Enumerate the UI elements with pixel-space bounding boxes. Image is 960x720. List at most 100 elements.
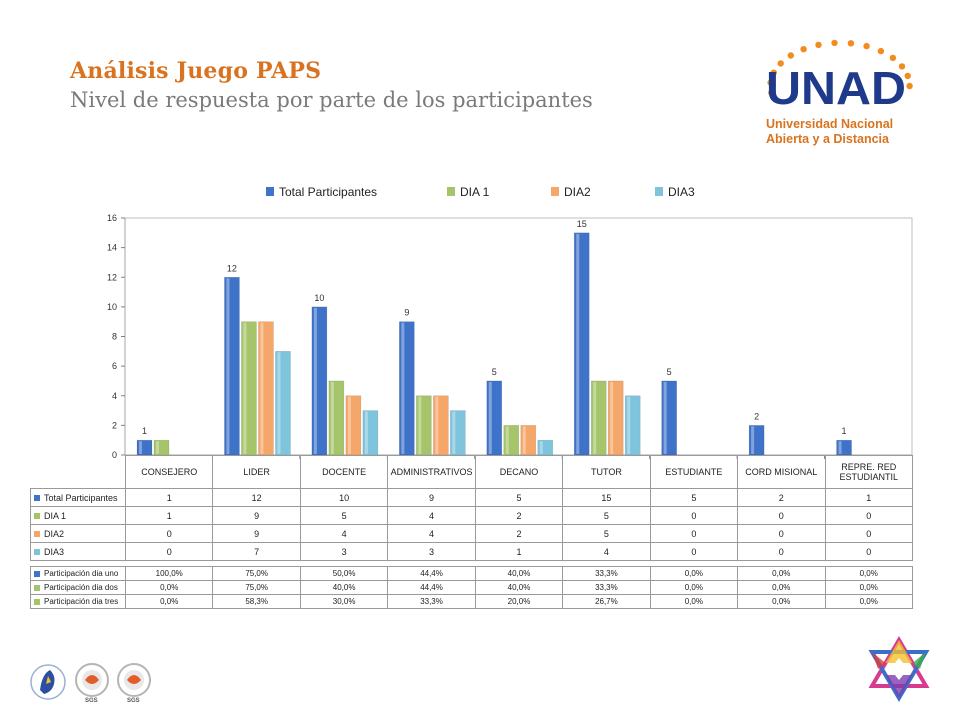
table-cell: 0 [824, 524, 913, 543]
participation-cell: 30,0% [299, 594, 389, 609]
participation-cell: 0,0% [824, 566, 913, 581]
table-cell: 0 [737, 542, 826, 561]
logo-dot [831, 39, 838, 47]
table-cell: 9 [212, 524, 301, 543]
participation-cell: 0,0% [824, 580, 913, 595]
table-cell: 5 [649, 488, 739, 507]
row-key [34, 584, 40, 591]
legend-swatch [655, 187, 663, 196]
data-table: CONSEJERO LIDER DOCENTE ADMINISTRATIVOS DECA… [30, 455, 913, 561]
table-cell: 0 [824, 506, 913, 525]
table-cell: 15 [562, 488, 651, 507]
data-label: 10 [314, 293, 324, 303]
data-label: 9 [404, 308, 409, 318]
table-cell: 7 [212, 542, 301, 561]
bar-highlight [663, 381, 667, 454]
logo-dot [898, 63, 906, 70]
legend-label: DIA3 [668, 185, 695, 199]
participation-cell: 0,0% [124, 594, 214, 609]
participation-cell: 0,0% [737, 566, 826, 581]
y-tick-label: 6 [112, 361, 117, 371]
participation-cell: 20,0% [474, 594, 564, 609]
bar-highlight [260, 322, 264, 454]
table-cell: 1 [124, 488, 214, 507]
category-label: REPRE. RED ESTUDIANTIL [824, 455, 913, 489]
logo-dot [815, 41, 822, 49]
participation-row-label: Participación dia uno [30, 566, 126, 581]
bar-highlight [488, 381, 492, 454]
table-cell: 0 [124, 542, 214, 561]
category-label: LIDER [212, 455, 301, 489]
participation-row-label: Participación dia tres [30, 594, 126, 609]
series-row-label: DIA3 [30, 542, 126, 561]
logo-dot [787, 52, 794, 59]
participation-cell: 33,3% [562, 580, 651, 595]
series-key [34, 531, 40, 538]
legend-swatch [447, 187, 455, 196]
page-title: Análisis Juego PAPS [70, 58, 322, 84]
data-label: 1 [142, 426, 147, 436]
star-logo-icon [868, 636, 930, 702]
data-label: 2 [754, 411, 759, 421]
logo-dot [767, 79, 774, 86]
logo-dot [768, 89, 775, 96]
bar-highlight [522, 426, 526, 454]
bar-highlight [330, 381, 334, 454]
participation-cell: 0,0% [824, 594, 913, 609]
category-label: DOCENTE [299, 455, 389, 489]
table-cell: 0 [737, 524, 826, 543]
bar-highlight [539, 441, 543, 454]
sgs-label-1: SGS [85, 698, 98, 704]
series-key [34, 513, 40, 520]
participation-table: Participación dia uno 100,0% 75,0% 50,0% 44,… [30, 566, 913, 609]
y-tick-label: 16 [107, 213, 117, 223]
logo-name-line2: Abierta y a Distancia [766, 132, 890, 146]
table-cell: 4 [562, 542, 651, 561]
sgs-cert-icon-1: SGS [75, 663, 109, 704]
table-cell: 9 [387, 488, 476, 507]
participation-cell: 44,4% [387, 580, 476, 595]
bar-highlight [627, 396, 631, 454]
logo-name-line1: Universidad Nacional [766, 117, 893, 131]
bar-highlight [313, 307, 317, 454]
y-tick-label: 12 [107, 272, 117, 282]
table-cell: 4 [387, 506, 476, 525]
bar-highlight [364, 411, 368, 454]
participation-cell: 0,0% [649, 566, 739, 581]
table-cell: 1 [824, 488, 913, 507]
y-tick-label: 2 [112, 420, 117, 430]
chart-bars: 1 12 10 9 5 15 5 2 1 [136, 219, 852, 456]
y-tick-label: 14 [107, 243, 117, 253]
participation-cell: 75,0% [212, 566, 301, 581]
table-cell: 3 [299, 542, 389, 561]
participation-row-label: Participación dia dos [30, 580, 126, 595]
bar-highlight [751, 426, 755, 454]
participation-cell: 0,0% [649, 594, 739, 609]
logo-dot [889, 54, 897, 62]
participation-cell: 33,3% [387, 594, 476, 609]
series-row-label: Total Participantes [30, 488, 126, 507]
table-cell: 0 [649, 506, 739, 525]
chart-legend: Total Participantes DIA 1 DIA2 DIA3 [266, 185, 695, 199]
logo-dot [863, 42, 870, 50]
logo-dot [800, 46, 807, 53]
table-cell: 4 [387, 524, 476, 543]
bar-highlight [156, 441, 159, 454]
participation-cell: 100,0% [124, 566, 214, 581]
table-cell: 0 [649, 542, 739, 561]
legend-label: DIA 1 [460, 185, 490, 199]
data-label: 1 [842, 426, 847, 436]
y-tick-label: 0 [112, 450, 117, 460]
series-row-label: DIA2 [30, 524, 126, 543]
sgs-label-2: SGS [127, 698, 140, 704]
bar-highlight [139, 441, 142, 454]
logo-dot [906, 82, 913, 90]
bar-highlight [593, 381, 597, 454]
bar-chart: Total Participantes DIA 1 DIA2 DIA3 0 2 4 6 8 10… [107, 185, 913, 460]
colombia-seal-icon [30, 664, 66, 700]
table-cell: 4 [299, 524, 389, 543]
participation-cell: 26,7% [562, 594, 651, 609]
sgs-cert-icon-2: SGS [117, 663, 151, 704]
legend-swatch [551, 187, 559, 196]
table-cell: 5 [474, 488, 564, 507]
